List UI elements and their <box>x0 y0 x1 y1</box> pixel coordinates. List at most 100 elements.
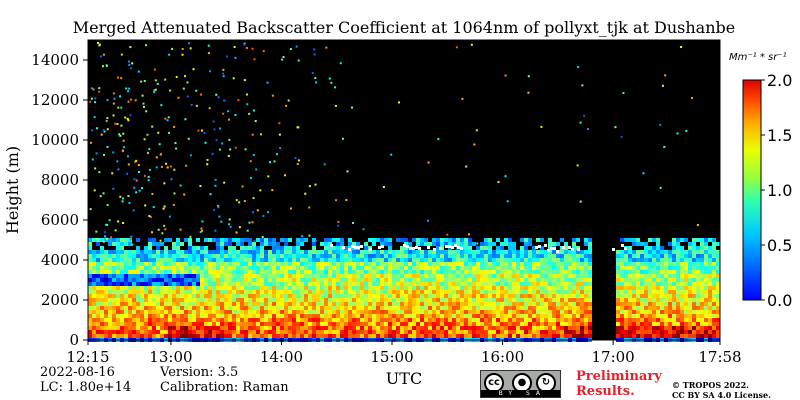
backscatter-cell <box>676 282 680 286</box>
noise-cell <box>154 79 157 82</box>
backscatter-cell <box>252 270 256 274</box>
backscatter-cell <box>324 298 328 302</box>
backscatter-cell <box>364 278 368 282</box>
noise-cell <box>137 170 140 173</box>
backscatter-cell <box>572 294 576 298</box>
backscatter-cell <box>348 262 352 266</box>
backscatter-cell <box>260 290 264 294</box>
backscatter-cell <box>480 250 484 254</box>
backscatter-cell <box>560 258 564 262</box>
backscatter-cell <box>440 318 444 322</box>
backscatter-cell <box>168 334 172 338</box>
backscatter-cell <box>360 298 364 302</box>
backscatter-cell <box>444 242 448 246</box>
backscatter-cell <box>280 286 284 290</box>
noise-cell <box>184 118 187 121</box>
backscatter-cell <box>176 270 180 274</box>
backscatter-cell <box>692 254 696 258</box>
backscatter-cell <box>272 306 276 310</box>
backscatter-cell <box>348 306 352 310</box>
backscatter-cell <box>384 238 388 242</box>
backscatter-cell <box>200 266 204 270</box>
noise-cell <box>577 65 580 68</box>
backscatter-cell <box>660 258 664 262</box>
backscatter-cell <box>340 242 344 246</box>
backscatter-cell <box>544 270 548 274</box>
backscatter-cell <box>332 330 336 334</box>
noise-cell <box>352 221 355 224</box>
backscatter-cell <box>428 306 432 310</box>
backscatter-cell <box>420 266 424 270</box>
backscatter-cell <box>164 238 168 242</box>
backscatter-cell <box>328 266 332 270</box>
backscatter-cell <box>516 258 520 262</box>
backscatter-cell <box>352 326 356 330</box>
backscatter-cell <box>480 266 484 270</box>
backscatter-cell <box>416 290 420 294</box>
noise-cell <box>143 138 146 141</box>
backscatter-cell <box>292 246 296 250</box>
backscatter-cell <box>244 258 248 262</box>
backscatter-cell <box>152 330 156 334</box>
backscatter-cell <box>456 310 460 314</box>
backscatter-cell <box>392 314 396 318</box>
backscatter-cell <box>196 298 200 302</box>
backscatter-cell <box>388 246 392 250</box>
backscatter-cell <box>216 334 220 338</box>
backscatter-cell <box>148 334 152 338</box>
backscatter-cell <box>148 318 152 322</box>
backscatter-cell <box>248 294 252 298</box>
backscatter-cell <box>536 278 540 282</box>
backscatter-cell <box>96 302 100 306</box>
chart-title: Merged Attenuated Backscatter Coefficien… <box>73 18 735 37</box>
backscatter-cell <box>528 326 532 330</box>
backscatter-cell <box>432 282 436 286</box>
backscatter-cell <box>440 334 444 338</box>
backscatter-cell <box>436 246 440 250</box>
backscatter-cell <box>568 262 572 266</box>
backscatter-cell <box>660 318 664 322</box>
backscatter-cell <box>492 322 496 326</box>
noise-cell <box>173 125 176 128</box>
backscatter-cell <box>580 322 584 326</box>
backscatter-cell <box>476 254 480 258</box>
backscatter-cell <box>632 326 636 330</box>
backscatter-cell <box>212 314 216 318</box>
backscatter-cell <box>232 262 236 266</box>
backscatter-cell <box>328 306 332 310</box>
backscatter-cell <box>420 330 424 334</box>
backscatter-cell <box>432 262 436 266</box>
backscatter-cell <box>696 294 700 298</box>
backscatter-cell <box>376 286 380 290</box>
backscatter-cell <box>376 334 380 338</box>
noise-cell <box>127 195 130 198</box>
backscatter-cell <box>400 238 404 242</box>
noise-cell <box>114 229 117 232</box>
backscatter-cell <box>536 318 540 322</box>
backscatter-cell <box>172 278 176 282</box>
backscatter-cell <box>644 250 648 254</box>
backscatter-cell <box>620 326 624 330</box>
backscatter-cell <box>168 294 172 298</box>
backscatter-cell <box>452 278 456 282</box>
noise-cell <box>104 223 107 226</box>
backscatter-cell <box>676 314 680 318</box>
backscatter-cell <box>448 334 452 338</box>
backscatter-cell <box>100 262 104 266</box>
backscatter-cell <box>96 326 100 330</box>
backscatter-cell <box>344 270 348 274</box>
backscatter-cell <box>500 306 504 310</box>
backscatter-cell <box>704 294 708 298</box>
backscatter-cell <box>160 314 164 318</box>
backscatter-cell <box>88 250 92 254</box>
noise-cell <box>122 139 125 142</box>
backscatter-cell <box>268 250 272 254</box>
backscatter-cell <box>588 334 592 338</box>
backscatter-cell <box>564 258 568 262</box>
backscatter-cell <box>700 282 704 286</box>
backscatter-cell <box>560 254 564 258</box>
backscatter-cell <box>468 238 472 242</box>
backscatter-cell <box>228 286 232 290</box>
backscatter-cell <box>436 250 440 254</box>
backscatter-cell <box>684 262 688 266</box>
